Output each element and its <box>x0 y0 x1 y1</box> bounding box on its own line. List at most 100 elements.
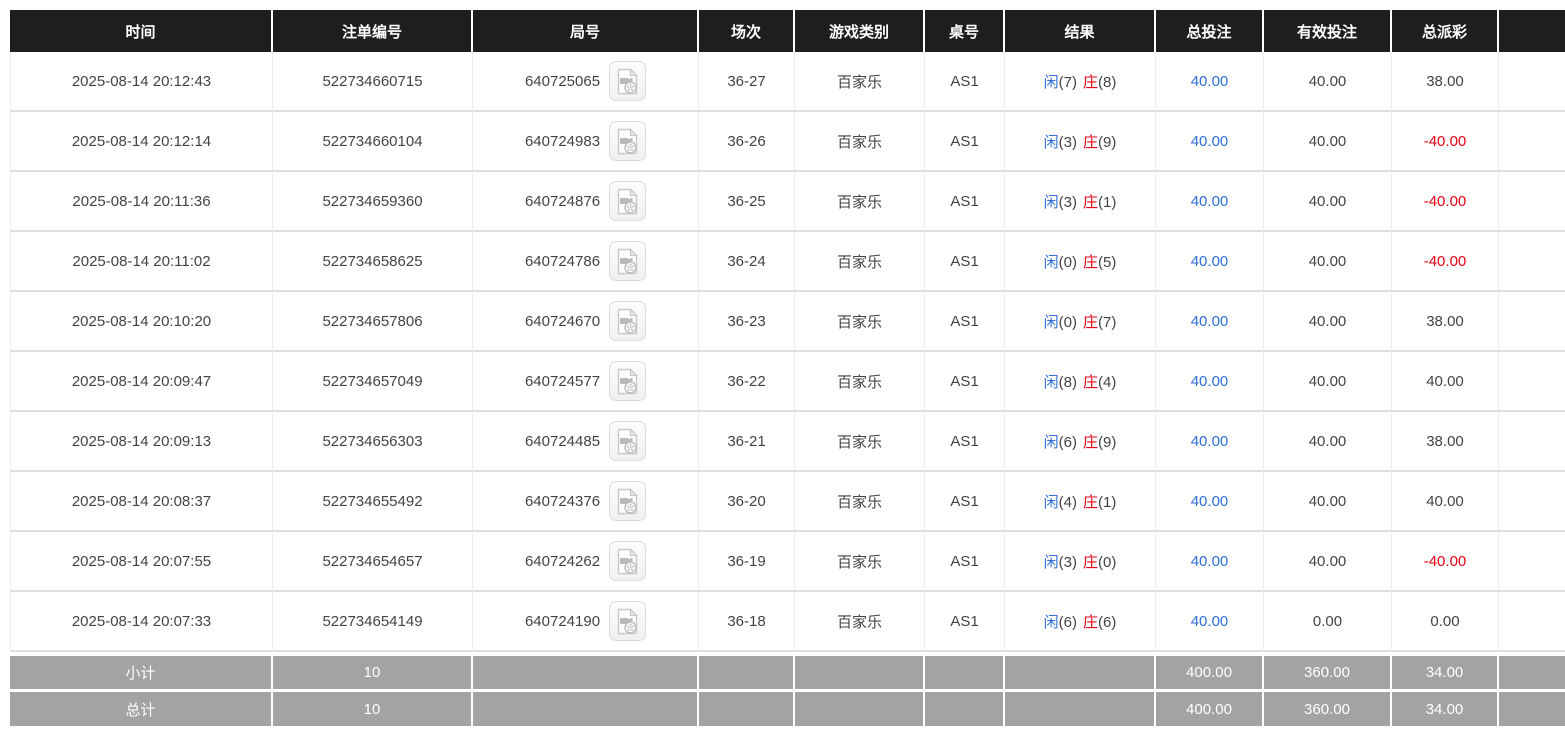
column-header-table-number: 桌号 <box>925 10 1005 52</box>
total-bet-cell: 40.00 <box>1156 532 1264 592</box>
session-cell: 36-22 <box>699 352 795 412</box>
video-replay-button[interactable] <box>609 121 647 161</box>
total-bet-link[interactable]: 40.00 <box>1190 312 1229 330</box>
video-file-icon <box>617 367 638 394</box>
session-cell: 36-25 <box>699 172 795 232</box>
valid-bet-cell: 0.00 <box>1264 592 1392 652</box>
total-bet-cell: 40.00 <box>1156 292 1264 352</box>
table-row: 2025-08-14 20:12:43 522734660715 6407250… <box>10 52 1565 112</box>
banker-result-label: 庄 <box>1083 193 1099 211</box>
video-replay-button[interactable] <box>609 361 647 401</box>
banker-result-points: (9) <box>1098 433 1117 451</box>
player-result-points: (0) <box>1058 313 1077 331</box>
table-number-cell: AS1 <box>925 172 1005 232</box>
total-bet-cell: 40.00 <box>1156 472 1264 532</box>
video-replay-button[interactable] <box>609 481 647 521</box>
result-cell: 闲(0) 庄(5) <box>1005 232 1156 292</box>
total-bet-link[interactable]: 40.00 <box>1190 612 1229 630</box>
video-replay-button[interactable] <box>609 541 647 581</box>
empty-cell <box>1499 472 1565 532</box>
bet-number-cell: 522734660104 <box>273 112 473 172</box>
table-row: 2025-08-14 20:08:37 522734655492 6407243… <box>10 472 1565 532</box>
subtotal-empty-cell <box>795 652 925 689</box>
payout-cell: 38.00 <box>1392 292 1499 352</box>
round-number: 640724190 <box>524 612 601 630</box>
total-bet-link[interactable]: 40.00 <box>1190 252 1229 270</box>
total-bet-link[interactable]: 40.00 <box>1190 372 1229 390</box>
table-number-cell: AS1 <box>925 52 1005 112</box>
empty-cell <box>1499 172 1565 232</box>
valid-bet-cell: 40.00 <box>1264 412 1392 472</box>
round-number-cell: 640724786 <box>473 232 699 292</box>
column-header-result: 结果 <box>1005 10 1156 52</box>
round-number: 640724262 <box>524 552 601 570</box>
table-header: 时间 注单编号 局号 场次 游戏类别 桌号 结果 总投注 有效投注 总派彩 <box>10 10 1565 52</box>
column-header-game-type: 游戏类别 <box>795 10 925 52</box>
total-bet-link[interactable]: 40.00 <box>1190 72 1229 90</box>
table-row: 2025-08-14 20:07:55 522734654657 6407242… <box>10 532 1565 592</box>
game-type-cell: 百家乐 <box>795 52 925 112</box>
player-result-label: 闲 <box>1043 613 1059 631</box>
game-type-cell: 百家乐 <box>795 532 925 592</box>
total-empty-cell <box>473 689 699 726</box>
total-bet-link[interactable]: 40.00 <box>1190 192 1229 210</box>
game-type-cell: 百家乐 <box>795 172 925 232</box>
round-number-cell: 640724983 <box>473 112 699 172</box>
round-number-cell: 640724485 <box>473 412 699 472</box>
banker-result-points: (4) <box>1098 373 1117 391</box>
round-number: 640724485 <box>524 432 601 450</box>
player-result-points: (6) <box>1058 433 1077 451</box>
player-result-label: 闲 <box>1043 133 1059 151</box>
video-replay-button[interactable] <box>609 601 647 641</box>
table-number-cell: AS1 <box>925 472 1005 532</box>
round-number-wrap: 640724190 <box>477 601 694 641</box>
subtotal-valid-bet: 360.00 <box>1264 652 1392 689</box>
total-bet-cell: 40.00 <box>1156 352 1264 412</box>
time-cell: 2025-08-14 20:12:14 <box>10 112 273 172</box>
game-type-cell: 百家乐 <box>795 112 925 172</box>
player-result-label: 闲 <box>1043 493 1059 511</box>
video-file-icon <box>617 427 638 454</box>
total-row: 总计 10 400.00 360.00 34.00 <box>10 689 1565 726</box>
player-result-label: 闲 <box>1043 553 1059 571</box>
round-number-wrap: 640724876 <box>477 181 694 221</box>
video-file-icon <box>617 487 638 514</box>
table-row: 2025-08-14 20:09:47 522734657049 6407245… <box>10 352 1565 412</box>
payout-cell: 40.00 <box>1392 472 1499 532</box>
total-bet-cell: 40.00 <box>1156 592 1264 652</box>
total-bet-link[interactable]: 40.00 <box>1190 552 1229 570</box>
total-bet-link[interactable]: 40.00 <box>1190 132 1229 150</box>
video-replay-button[interactable] <box>609 241 647 281</box>
header-row: 时间 注单编号 局号 场次 游戏类别 桌号 结果 总投注 有效投注 总派彩 <box>10 10 1565 52</box>
round-number: 640725065 <box>524 72 601 90</box>
total-bet-link[interactable]: 40.00 <box>1190 432 1229 450</box>
total-empty-cell <box>795 689 925 726</box>
session-cell: 36-23 <box>699 292 795 352</box>
payout-cell: 38.00 <box>1392 52 1499 112</box>
round-number-wrap: 640724262 <box>477 541 694 581</box>
game-type-cell: 百家乐 <box>795 412 925 472</box>
video-replay-button[interactable] <box>609 61 647 101</box>
total-bet-link[interactable]: 40.00 <box>1190 492 1229 510</box>
table-body: 2025-08-14 20:12:43 522734660715 6407250… <box>10 52 1565 652</box>
video-replay-button[interactable] <box>609 181 647 221</box>
valid-bet-cell: 40.00 <box>1264 352 1392 412</box>
video-replay-button[interactable] <box>609 301 647 341</box>
column-header-total-bet: 总投注 <box>1156 10 1264 52</box>
table-row: 2025-08-14 20:07:33 522734654149 6407241… <box>10 592 1565 652</box>
table-row: 2025-08-14 20:11:36 522734659360 6407248… <box>10 172 1565 232</box>
empty-cell <box>1499 352 1565 412</box>
column-header-time: 时间 <box>10 10 273 52</box>
subtotal-empty-cell <box>1499 652 1565 689</box>
bet-number-cell: 522734654149 <box>273 592 473 652</box>
video-replay-button[interactable] <box>609 421 647 461</box>
player-result-points: (0) <box>1058 253 1077 271</box>
session-cell: 36-19 <box>699 532 795 592</box>
session-cell: 36-27 <box>699 52 795 112</box>
subtotal-label: 小计 <box>10 652 273 689</box>
time-cell: 2025-08-14 20:09:47 <box>10 352 273 412</box>
bet-number-cell: 522734654657 <box>273 532 473 592</box>
table-number-cell: AS1 <box>925 532 1005 592</box>
round-number-wrap: 640724485 <box>477 421 694 461</box>
column-header-session: 场次 <box>699 10 795 52</box>
